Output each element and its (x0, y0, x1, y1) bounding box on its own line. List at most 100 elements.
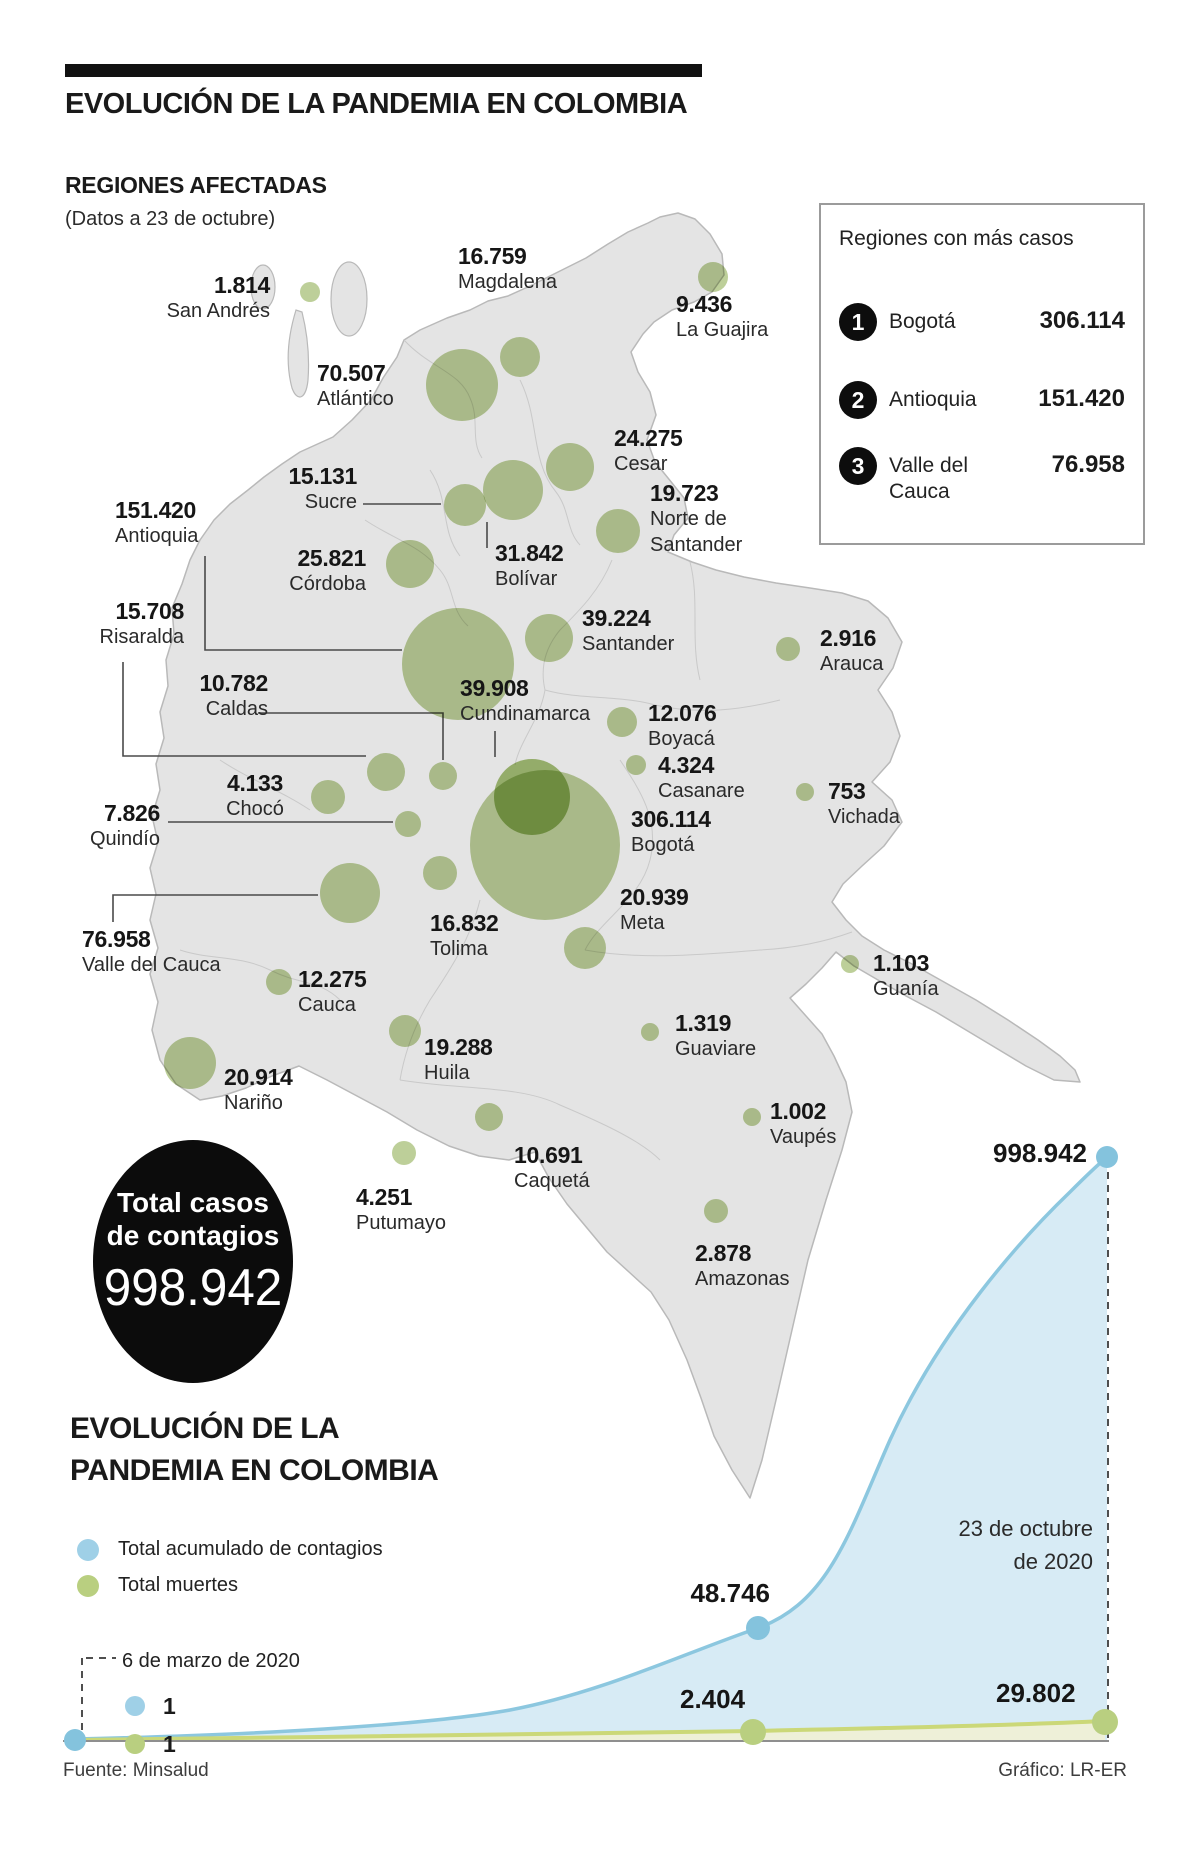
start-cases-value: 1 (163, 1693, 176, 1719)
region-value: 151.420 (115, 497, 197, 523)
region-bubble (564, 927, 606, 969)
region-bubble (525, 614, 573, 662)
region-bubble (796, 783, 814, 801)
region-name: Risaralda (99, 626, 184, 648)
region-value: 15.708 (115, 598, 184, 624)
cases-end-annotation: 998.942 (993, 1138, 1087, 1168)
page-title: EVOLUCIÓN DE LA PANDEMIA EN COLOMBIA (65, 88, 688, 120)
region-name: Quindío (89, 828, 160, 850)
island-shape (330, 261, 368, 337)
region-label: 39.224 Santander (582, 605, 674, 657)
total-cases-badge: Total casos de contagios 998.942 (93, 1140, 293, 1383)
region-label: 31.842 Bolívar (495, 540, 564, 592)
region-bubble (626, 755, 646, 775)
region-name: Santander (650, 534, 743, 556)
rank-2-badge: 2 (839, 381, 877, 419)
region-name: Bolívar (495, 568, 558, 590)
start-cases-dot-icon (125, 1696, 145, 1716)
cases-legend-label: Total acumulado de contagios (118, 1538, 383, 1560)
region-value: 20.939 (620, 884, 689, 910)
deaths-legend-label: Total muertes (118, 1574, 239, 1596)
cases-line (74, 1155, 1109, 1741)
region-name: Casanare (658, 780, 745, 802)
region-label: 1.319 Guaviare (675, 1010, 756, 1062)
region-name: Putumayo (356, 1212, 447, 1234)
badge-total-value: 998.942 (103, 1259, 283, 1317)
top-region-name: Antioquia (889, 388, 977, 411)
region-name: Norte de (650, 508, 727, 530)
region-label: 1.002 Vaupés (770, 1098, 836, 1150)
top-region-value: 76.958 (1051, 451, 1125, 478)
header-accent-bar (65, 64, 702, 77)
end-date-label: 23 de octubre de 2020 (958, 1516, 1093, 1574)
region-name: Chocó (226, 798, 284, 820)
region-label: 12.076 Boyacá (648, 700, 717, 752)
region-name: Atlántico (317, 388, 394, 410)
region-bubble (429, 762, 457, 790)
region-bubble (743, 1108, 761, 1126)
region-value: 1.002 (770, 1098, 827, 1124)
region-label: 1.814 San Andrés (167, 272, 271, 324)
region-bubble (475, 1103, 503, 1131)
region-name: Caquetá (514, 1170, 590, 1192)
island-shape (250, 264, 276, 310)
region-label: 4.251 Putumayo (356, 1184, 446, 1236)
region-name: Magdalena (458, 271, 557, 293)
region-label: 151.420 Antioquia (115, 497, 198, 549)
top-region-row-1: 1 Bogotá 306.114 (839, 303, 1125, 363)
region-value: 10.691 (514, 1142, 583, 1168)
region-value: 39.224 (582, 605, 651, 631)
region-bubble (444, 484, 486, 526)
region-value: 19.723 (650, 480, 719, 506)
map-section-subtitle: (Datos a 23 de octubre) (65, 208, 276, 230)
top-region-row-3: 3 Valle del Cauca 76.958 (839, 447, 1125, 517)
region-name: Tolima (430, 938, 488, 960)
deaths-area (75, 1721, 1105, 1741)
region-value: 12.275 (298, 966, 367, 992)
region-value: 1.814 (213, 272, 270, 298)
region-bubble (704, 1199, 728, 1223)
cases-start-dot (64, 1729, 86, 1751)
region-bubble (776, 637, 800, 661)
region-label: 19.288 Huila (424, 1034, 493, 1086)
cases-area (75, 1157, 1107, 1741)
region-label: 16.759 Magdalena (458, 243, 557, 295)
region-bubble (426, 349, 498, 421)
top-region-value: 151.420 (1038, 385, 1125, 412)
region-label: 15.708 Risaralda (99, 598, 185, 650)
badge-line1: Total casos (117, 1187, 269, 1218)
region-bubble (596, 509, 640, 553)
region-value: 39.908 (460, 675, 529, 701)
region-label: 12.275 Cauca (298, 966, 367, 1018)
region-label: 9.436 La Guajira (676, 291, 768, 343)
region-name: Córdoba (289, 573, 366, 595)
region-name: Guaviare (675, 1038, 757, 1060)
region-label: 70.507 Atlántico (317, 360, 394, 412)
deaths-end-dot (1092, 1709, 1118, 1735)
region-bubble (841, 955, 859, 973)
region-name: Cundinamarca (460, 703, 591, 725)
cases-end-dot (1096, 1146, 1118, 1168)
region-value: 2.916 (820, 625, 877, 651)
region-bubble (483, 460, 543, 520)
region-label: 76.958 Valle del Cauca (82, 926, 221, 978)
region-value: 306.114 (631, 806, 711, 832)
region-value: 25.821 (297, 545, 366, 571)
region-value: 19.288 (424, 1034, 493, 1060)
deaths-end-annotation: 29.802 (996, 1678, 1076, 1708)
region-label: 10.782 Caldas (199, 670, 268, 722)
region-label: 19.723 Norte de Santander (650, 480, 742, 558)
region-label: 2.878 Amazonas (695, 1240, 790, 1292)
region-name: Meta (620, 912, 665, 934)
region-bubble (607, 707, 637, 737)
region-label: 16.832 Tolima (430, 910, 499, 962)
region-connector-line (122, 662, 366, 757)
region-name: Valle del Cauca (82, 954, 221, 976)
region-connector-line (112, 894, 318, 922)
rank-3-badge: 3 (839, 447, 877, 485)
region-name: La Guajira (676, 319, 769, 341)
cases-mid-annotation: 48.746 (690, 1578, 770, 1608)
region-name: Amazonas (695, 1268, 790, 1290)
top-region-name: Valle del Cauca (889, 454, 968, 503)
